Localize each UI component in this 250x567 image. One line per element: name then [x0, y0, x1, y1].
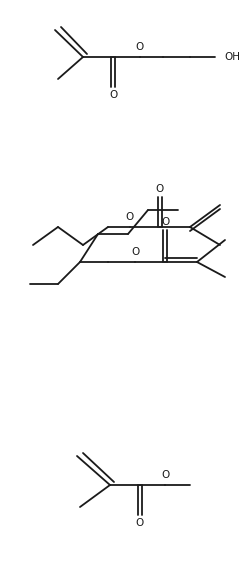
Text: O: O — [136, 42, 144, 52]
Text: O: O — [136, 518, 144, 528]
Text: O: O — [126, 212, 134, 222]
Text: O: O — [131, 247, 139, 257]
Text: O: O — [109, 90, 117, 100]
Text: O: O — [161, 217, 169, 227]
Text: O: O — [156, 184, 164, 194]
Text: OH: OH — [224, 52, 240, 62]
Text: O: O — [161, 470, 169, 480]
